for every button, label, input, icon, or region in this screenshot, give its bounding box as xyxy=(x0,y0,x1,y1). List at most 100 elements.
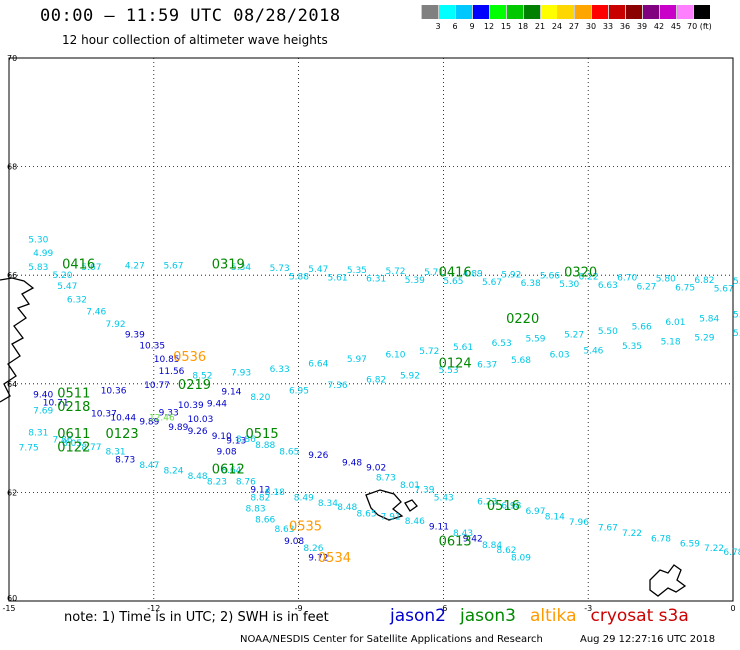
page-title: 00:00 – 11:59 UTC 08/28/2018 xyxy=(40,6,341,26)
wave-height-value: 7.22 xyxy=(622,529,642,539)
color-scale-swatch xyxy=(659,5,676,19)
wave-height-value: 8.46 xyxy=(405,517,425,527)
wave-height-value: 9.14 xyxy=(221,388,241,398)
wave-height-value: 5.18 xyxy=(661,338,681,348)
wave-height-value: 7.91 xyxy=(381,513,401,523)
wave-height-value: 6.23 xyxy=(477,497,497,507)
pass-time-label: 0416 xyxy=(62,258,95,273)
wave-height-value: 5.72 xyxy=(419,347,439,357)
wave-height-value: 8.63 xyxy=(274,525,294,535)
wave-height-value: 5.43 xyxy=(434,494,454,504)
wave-height-value: 8.88 xyxy=(255,441,275,451)
wave-height-labels: 5.304.995.835.205.476.327.467.929.3910.3… xyxy=(19,236,740,566)
pass-time-label: 0511 xyxy=(57,386,90,401)
wave-height-value: 6.78 xyxy=(651,534,671,544)
wave-height-value: 5.35 xyxy=(622,342,642,352)
color-scale-labels: 3 6 9 12 15 18 21 24 27 30 33 36 39 42 45 70 (ft) xyxy=(421,22,737,34)
color-scale-boxes xyxy=(421,5,710,19)
wave-height-value: 9.08 xyxy=(284,537,304,547)
x-tick-label: -3 xyxy=(584,604,592,613)
wave-height-value: 10.39 xyxy=(178,401,204,411)
color-scale-swatch xyxy=(625,5,642,19)
wave-height-value: 8.62 xyxy=(496,546,516,556)
wave-height-value: 10.03 xyxy=(188,415,214,425)
wave-height-value: 6.32 xyxy=(67,295,87,305)
wave-height-value: 7.36 xyxy=(328,381,348,391)
color-scale-swatch xyxy=(676,5,693,19)
wave-height-value: 8.05 xyxy=(62,439,82,449)
wave-height-value: 5.61 xyxy=(328,274,348,284)
wave-height-value: 5.67 xyxy=(714,284,734,294)
wave-height-value: 5.83 xyxy=(28,263,48,273)
color-scale-label: 39 xyxy=(636,22,648,31)
wave-height-value: 10.35 xyxy=(139,342,165,352)
plot-frame xyxy=(8,57,734,602)
wave-height-value: 6.75 xyxy=(675,283,695,293)
wave-height-value: 8.34 xyxy=(318,499,338,509)
wave-height-value: 8.26 xyxy=(303,544,323,554)
wave-height-value: 5.66 xyxy=(540,271,560,281)
wave-height-value: 4.89 xyxy=(463,269,483,279)
wave-height-value: 5.84 xyxy=(699,314,719,324)
x-tick-label: -15 xyxy=(2,604,15,613)
y-tick-label: 62 xyxy=(7,488,17,497)
satellite-label: jason3 xyxy=(460,606,516,626)
color-scale-label: 12 xyxy=(483,22,495,31)
wave-height-value: 5.65 xyxy=(443,277,463,287)
wave-height-value: 8.24 xyxy=(163,466,183,476)
wave-height-value: 6.63 xyxy=(598,281,618,291)
wave-height-value: 8.43 xyxy=(453,529,473,539)
color-scale-label: 6 xyxy=(452,22,458,31)
wave-height-value: 5.97 xyxy=(347,355,367,365)
wave-height-value: 7.86 xyxy=(52,435,72,445)
landmasses xyxy=(0,277,687,597)
wave-height-value: 5.67 xyxy=(482,278,502,288)
wave-height-value: 8.18 xyxy=(265,488,285,498)
pass-time-label: 0320 xyxy=(564,265,597,280)
wave-height-value: 6.38 xyxy=(521,279,541,289)
grid xyxy=(9,58,733,601)
wave-height-value: 9.44 xyxy=(207,400,227,410)
wave-height-value: 7.69 xyxy=(33,407,53,417)
color-scale-swatch xyxy=(421,5,438,19)
wave-height-value: 9.26 xyxy=(188,427,208,437)
wave-height-value: 8.77 xyxy=(81,443,101,453)
x-tick-label: -6 xyxy=(439,604,447,613)
x-tick-label: 0 xyxy=(730,604,735,613)
coastline-shetland-islands xyxy=(649,564,687,597)
wave-height-value: 8.52 xyxy=(192,371,212,381)
wave-height-value: 7.93 xyxy=(231,369,251,379)
color-scale-label: 45 xyxy=(670,22,682,31)
wave-height-value: 9.12 xyxy=(250,485,270,495)
x-tick-label: -9 xyxy=(295,604,303,613)
wave-height-value: 8.83 xyxy=(246,504,266,514)
wave-height-value: 9.72 xyxy=(308,553,328,563)
wave-height-value: 5.67 xyxy=(81,263,101,273)
color-scale-swatch xyxy=(540,5,557,19)
wave-height-value: 8.09 xyxy=(511,553,531,563)
pass-time-label: 0613 xyxy=(439,535,472,550)
wave-height-value: 10.77 xyxy=(144,381,170,391)
color-scale-swatch xyxy=(591,5,608,19)
wave-height-value: 5.29 xyxy=(694,333,714,343)
color-scale-swatch xyxy=(523,5,540,19)
wave-height-value: 7.67 xyxy=(598,523,618,533)
wave-height-value: 5.30 xyxy=(559,280,579,290)
pass-time-label: 0220 xyxy=(506,312,539,327)
wave-height-value: 9.13 xyxy=(226,437,246,447)
pass-time-label: 0515 xyxy=(246,427,279,442)
x-tick-label: -12 xyxy=(147,604,160,613)
wave-height-value: 5.27 xyxy=(564,331,584,341)
pass-time-label: 0416 xyxy=(439,265,472,280)
wave-height-value: 8.65 xyxy=(357,509,377,519)
wave-height-value: 5.47 xyxy=(57,282,77,292)
color-scale-swatch xyxy=(455,5,472,19)
coastline-faroe-islands xyxy=(365,489,418,521)
wave-height-value: 10.44 xyxy=(110,414,136,424)
wave-height-value: 5.46 xyxy=(583,346,603,356)
wave-height-value: 8.64 xyxy=(221,466,241,476)
wave-height-value: 6.31 xyxy=(366,275,386,285)
wave-height-value: 5.39 xyxy=(405,276,425,286)
pass-time-label: 0319 xyxy=(212,258,245,273)
wave-height-value: 6.37 xyxy=(477,361,497,371)
